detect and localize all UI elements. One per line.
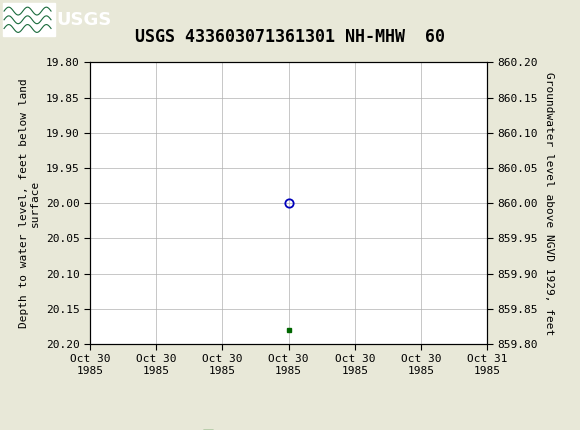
Y-axis label: Depth to water level, feet below land
surface: Depth to water level, feet below land su… [19,78,40,328]
Y-axis label: Groundwater level above NGVD 1929, feet: Groundwater level above NGVD 1929, feet [543,71,554,335]
Text: USGS: USGS [57,11,112,29]
Text: USGS 433603071361301 NH-MHW  60: USGS 433603071361301 NH-MHW 60 [135,28,445,46]
Legend: Period of approved data: Period of approved data [193,427,385,430]
Bar [3,3,55,37]
